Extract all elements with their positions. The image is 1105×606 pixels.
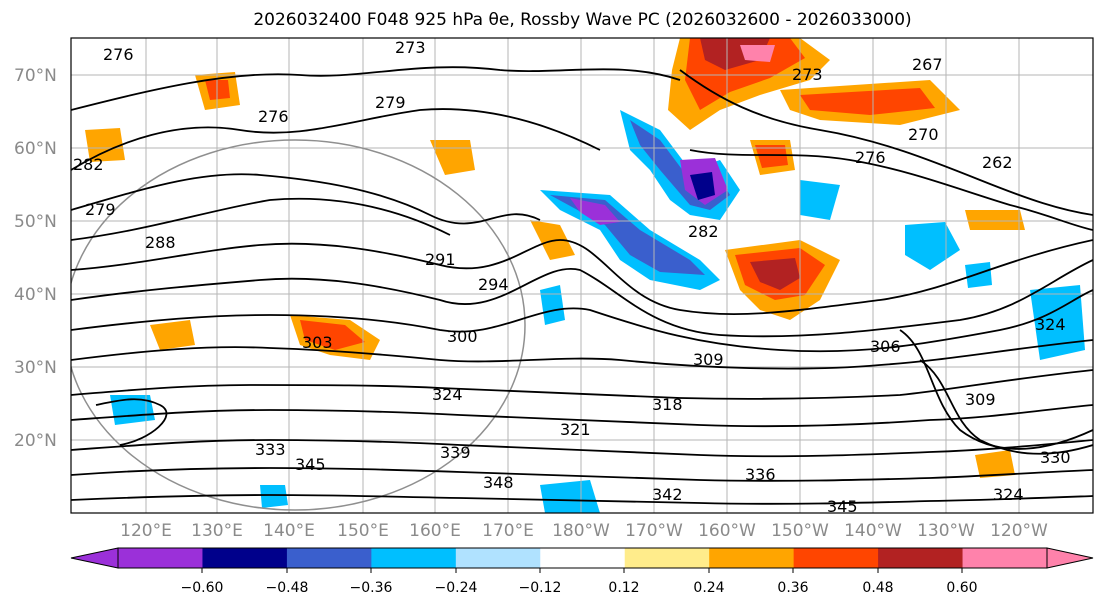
colorbar-segment (878, 548, 964, 568)
lon-label: 150°W (771, 521, 829, 541)
contour-label: 345 (827, 497, 858, 516)
contour-label: 288 (145, 233, 176, 252)
colorbar-tick-label: −0.48 (266, 580, 309, 596)
longitude-labels: 120°E 130°E 140°E 150°E 160°E 170°E 180°… (120, 521, 1048, 541)
contour-label: 279 (375, 93, 406, 112)
colorbar-segment (286, 548, 372, 568)
contour-label: 270 (908, 125, 939, 144)
contour-label: 345 (295, 455, 326, 474)
contour-label: 306 (870, 337, 901, 356)
contour-label: 262 (982, 153, 1013, 172)
colorbar-tick-label: −0.12 (519, 580, 562, 596)
contour-labels: 273 276 279 282 288 291 294 300 303 306 … (73, 38, 1071, 516)
contour-label: 294 (478, 275, 509, 294)
colorbar-ticks: −0.60 −0.48 −0.36 −0.24 −0.12 0.12 0.24 … (181, 568, 978, 596)
contour-label: 339 (440, 443, 471, 462)
lon-label: 170°E (482, 521, 534, 541)
contour-label: 282 (688, 222, 719, 241)
contour-label: 324 (993, 485, 1024, 504)
latitude-labels: 70°N 60°N 50°N 40°N 30°N 20°N (14, 66, 57, 451)
lon-label: 120°E (120, 521, 172, 541)
lat-label: 20°N (14, 431, 57, 451)
contour-label: 303 (302, 333, 333, 352)
graticule (71, 38, 1093, 513)
contour-label: 333 (255, 440, 286, 459)
colorbar-segment (202, 548, 288, 568)
contour-label: 273 (395, 38, 426, 57)
contour-label: 282 (73, 155, 104, 174)
contour-label: 324 (432, 385, 463, 404)
contour-label: 330 (1040, 448, 1071, 467)
colorbar-border (117, 547, 1048, 569)
map-frame (70, 37, 1094, 514)
colorbar-extend-min (70, 547, 119, 569)
colorbar-segment (793, 548, 879, 568)
contour-label: 309 (965, 390, 996, 409)
lon-label: 120°W (990, 521, 1048, 541)
colorbar-tick-label: 0.12 (608, 580, 639, 596)
colorbar-tick-label: −0.36 (350, 580, 393, 596)
colorbar-tick-label: 0.36 (777, 580, 808, 596)
colorbar-segment (962, 548, 1048, 568)
lat-label: 40°N (14, 285, 57, 305)
lon-label: 170°W (625, 521, 683, 541)
contour-label: 276 (258, 107, 289, 126)
theta-e-contours (71, 66, 1093, 505)
colorbar-tick-label: 0.24 (693, 580, 724, 596)
colorbar-segment (118, 548, 203, 568)
lat-label: 50°N (14, 212, 57, 232)
contour-label: 336 (745, 465, 776, 484)
colorbar-segment (455, 548, 541, 568)
contour-label: 324 (1035, 315, 1066, 334)
colorbar-segment (540, 548, 626, 568)
lon-label: 180°W (552, 521, 610, 541)
lat-label: 60°N (14, 139, 57, 159)
contour-label: 276 (855, 148, 886, 167)
contour-label: 276 (103, 45, 134, 64)
reference-circle (71, 139, 526, 511)
colorbar-tick-label: 0.48 (862, 580, 893, 596)
contour-label: 318 (652, 395, 683, 414)
colorbar-tick-label: −0.24 (435, 580, 478, 596)
lon-label: 160°E (409, 521, 461, 541)
contour-label: 273 (792, 65, 823, 84)
contour-label: 321 (560, 420, 591, 439)
contour-label: 309 (693, 350, 724, 369)
colorbar-tick-label: −0.60 (181, 580, 224, 596)
colorbar-tick-label: 0.60 (946, 580, 977, 596)
colorbar (70, 547, 1094, 569)
contour-label: 342 (652, 485, 683, 504)
contour-label: 291 (425, 250, 456, 269)
lon-label: 130°W (917, 521, 975, 541)
map-title: 2026032400 F048 925 hPa θe, Rossby Wave … (253, 10, 912, 30)
contour-label: 348 (483, 473, 514, 492)
colorbar-segment (371, 548, 457, 568)
contour-label: 279 (85, 200, 116, 219)
lat-label: 70°N (14, 66, 57, 86)
lon-label: 140°E (263, 521, 315, 541)
lon-label: 160°W (698, 521, 756, 541)
map-content: 273 276 279 282 288 291 294 300 303 306 … (71, 38, 1093, 516)
anomaly-shading (85, 38, 1085, 513)
lon-label: 140°W (844, 521, 902, 541)
lon-label: 130°E (191, 521, 243, 541)
colorbar-segment (624, 548, 710, 568)
contour-label: 300 (447, 327, 478, 346)
lat-label: 30°N (14, 358, 57, 378)
colorbar-segment (709, 548, 795, 568)
lon-label: 150°E (337, 521, 389, 541)
colorbar-extend-max (1046, 547, 1094, 569)
contour-label: 267 (912, 55, 943, 74)
